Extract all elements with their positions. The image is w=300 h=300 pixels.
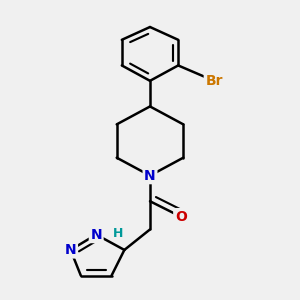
Text: N: N xyxy=(65,243,76,257)
Text: N: N xyxy=(144,169,156,183)
Text: H: H xyxy=(113,227,123,240)
Text: N: N xyxy=(90,228,102,242)
Text: O: O xyxy=(175,210,187,224)
Text: Br: Br xyxy=(205,74,223,88)
